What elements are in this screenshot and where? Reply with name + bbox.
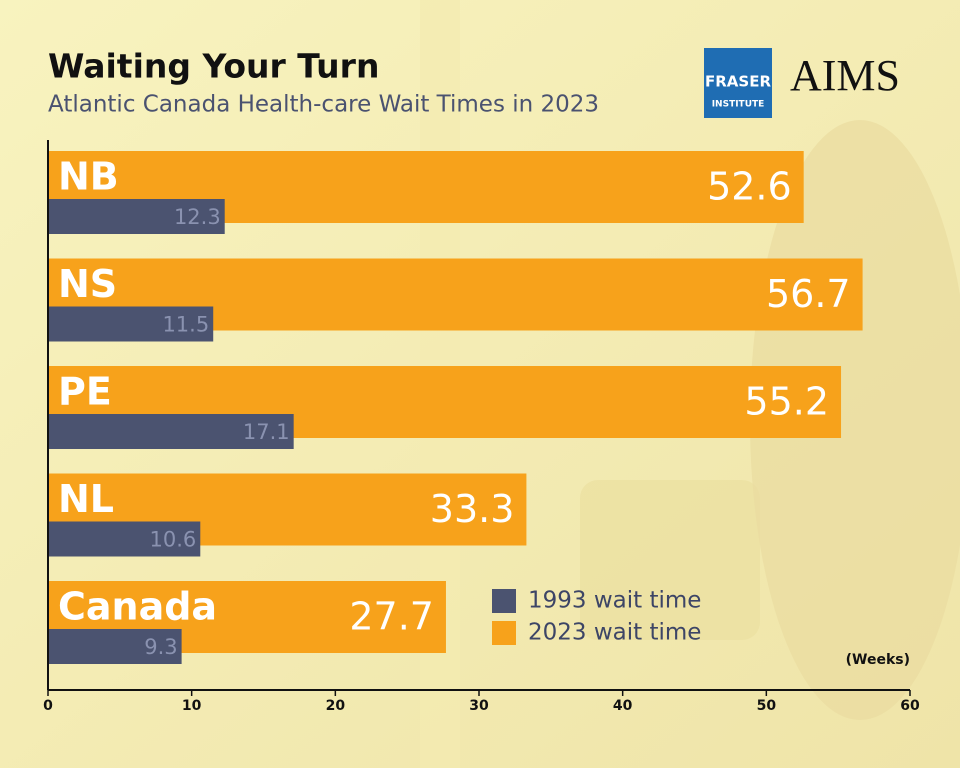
legend-label: 2023 wait time: [528, 620, 701, 646]
x-tick-label: 40: [613, 698, 633, 714]
chart-subtitle: Atlantic Canada Health-care Wait Times i…: [48, 92, 599, 118]
bar-1993: [48, 414, 294, 449]
x-tick-label: 30: [469, 698, 489, 714]
x-tick-label: 0: [43, 698, 53, 714]
legend-label: 1993 wait time: [528, 588, 701, 614]
x-axis-label: (Weeks): [846, 652, 910, 668]
legend-swatch: [492, 621, 516, 645]
bar-1993: [48, 521, 201, 557]
category-label: Canada: [58, 585, 217, 629]
x-tick-label: 20: [326, 698, 346, 714]
value-label-2023: 56.7: [766, 272, 851, 316]
value-label-1993: 10.6: [150, 528, 197, 552]
category-label: NS: [58, 262, 117, 306]
value-label-2023: 27.7: [349, 595, 434, 639]
category-label: NL: [58, 477, 114, 521]
category-label: PE: [58, 370, 112, 414]
fraser-logo-subtext: INSTITUTE: [712, 100, 765, 110]
fraser-logo-text: FRASER: [705, 73, 771, 91]
value-label-1993: 11.5: [162, 313, 209, 337]
value-label-1993: 12.3: [174, 205, 221, 229]
bar-1993: [48, 199, 225, 234]
x-tick-label: 10: [182, 698, 202, 714]
backdrop-chair: [580, 480, 760, 640]
value-label-2023: 33.3: [430, 487, 515, 531]
bar-1993: [48, 629, 182, 664]
value-label-1993: 17.1: [243, 420, 290, 444]
fraser-logo: [704, 48, 772, 118]
value-label-1993: 9.3: [144, 635, 177, 659]
value-label-2023: 52.6: [707, 165, 792, 209]
value-label-2023: 55.2: [744, 380, 829, 424]
category-label: NB: [58, 155, 119, 199]
aims-logo: AIMS: [790, 51, 900, 100]
x-tick-label: 50: [757, 698, 777, 714]
bar-1993: [48, 306, 214, 342]
x-tick-label: 60: [900, 698, 920, 714]
chart-title: Waiting Your Turn: [48, 47, 379, 86]
legend-swatch: [492, 589, 516, 613]
